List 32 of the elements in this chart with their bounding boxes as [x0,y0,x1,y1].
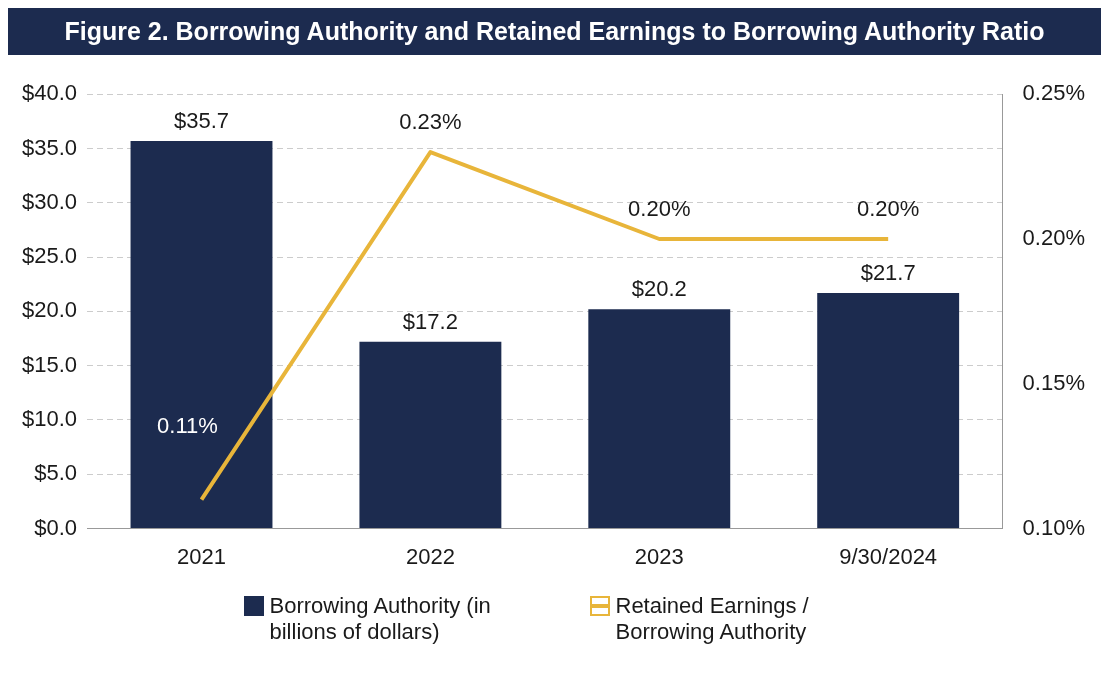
chart-title: Figure 2. Borrowing Authority and Retained Earnings to Borrowing Authority Ratio [8,8,1101,55]
y-tick-label: $40.0 [21,80,78,106]
y-tick-label: $15.0 [21,351,78,377]
x-tick-label: 9/30/2024 [839,543,938,569]
y2-tick-label: 0.15% [1022,369,1086,395]
data-label: 0.20% [628,196,691,222]
data-label: 0.20% [856,196,920,222]
legend-label: Retained Earnings / Borrowing Authority [615,593,810,645]
y2-tick-label: 0.25% [1022,80,1086,106]
y-tick-label: $25.0 [21,243,78,269]
data-label: 0.11% [157,412,218,438]
data-label: $17.2 [402,308,458,334]
y-tick-label: $20.0 [21,297,78,323]
bar [817,292,960,529]
data-label: $20.2 [631,276,687,302]
y-tick-label: $10.0 [21,406,78,432]
data-label: $35.7 [173,107,230,133]
y-tick-label: $0.0 [34,514,78,540]
x-tick-label: 2021 [177,543,226,569]
x-tick-label: 2022 [405,543,455,569]
data-label: $21.7 [860,260,916,285]
y2-tick-label: 0.10% [1022,514,1086,540]
y-tick-label: $35.0 [21,134,78,160]
bar [359,341,502,529]
y-tick-label: $5.0 [34,460,78,486]
bar [588,309,731,529]
y-tick-label: $30.0 [21,188,78,214]
legend-label: Borrowing Authority (in billions of dollars) [269,593,492,645]
bar [130,140,273,529]
data-label: 0.23% [399,109,462,135]
y2-tick-label: 0.20% [1022,225,1086,251]
x-tick-label: 2023 [634,543,684,569]
